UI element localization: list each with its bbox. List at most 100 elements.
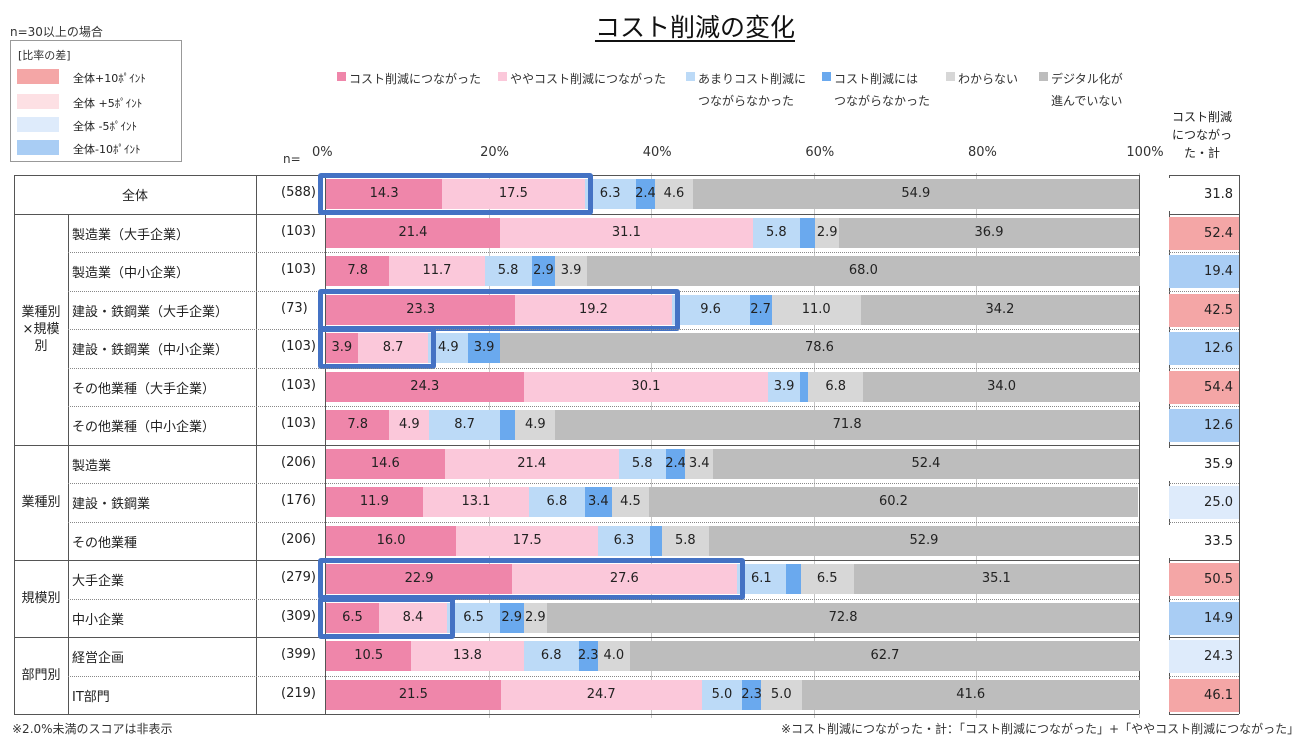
summary-left-border <box>1169 174 1170 714</box>
bar-segment <box>584 487 613 518</box>
bar-value-label: 5.8 <box>497 263 519 279</box>
summary-group-separator <box>1169 213 1239 215</box>
bar-segment <box>326 217 500 248</box>
bar-segment <box>786 564 801 595</box>
series-legend-label: あまりコスト削減に つながらなかった <box>698 68 806 112</box>
series-legend-swatch <box>946 72 955 81</box>
bar-segment <box>555 256 587 287</box>
row-label: その他業種（中小企業） <box>72 420 216 436</box>
bar-value-label: 2.9 <box>501 609 523 625</box>
series-legend-line: あまりコスト削減に <box>698 72 807 86</box>
bar-value-label: 13.1 <box>461 494 491 510</box>
row-separator <box>68 521 1139 523</box>
bar-value-label: 5.8 <box>766 224 787 240</box>
summary-row-separator <box>1169 406 1239 407</box>
bar-segment <box>665 448 686 479</box>
bar-value-label: 3.9 <box>473 340 495 356</box>
summary-value: 19.4 <box>1169 255 1239 288</box>
bar-value-label: 3.4 <box>588 494 609 510</box>
bar-value-label: 19.2 <box>578 301 608 317</box>
summary-value: 46.1 <box>1169 678 1239 712</box>
bar-value-label: 2.9 <box>533 263 554 279</box>
summary-row-separator <box>1169 521 1239 523</box>
bar-value-label: 8.7 <box>382 340 404 356</box>
bar-value-label: 3.4 <box>688 455 710 471</box>
table-right-border <box>1139 174 1140 714</box>
bar-segment <box>389 410 430 441</box>
bar-value-label: 21.4 <box>398 224 428 240</box>
summary-top-border <box>1169 174 1239 176</box>
bar-segment <box>515 410 556 441</box>
bar-segment <box>597 641 631 672</box>
series-legend-line: つながらなかった <box>834 94 931 108</box>
bar-segment <box>326 294 516 325</box>
sample-size-note: n=30以上の場合 <box>10 25 103 39</box>
bar-value-label: 36.9 <box>974 224 1004 240</box>
row-n: (399) <box>281 647 316 663</box>
series-legend-label: デジタル化が 進んでいない <box>1051 68 1123 112</box>
group-label-line: 業種別 <box>21 304 61 320</box>
bar-value-label: 2.9 <box>816 224 838 240</box>
bar-value-label: 2.3 <box>741 686 762 702</box>
summary-value: 14.9 <box>1169 601 1239 635</box>
bar-segment <box>447 602 500 633</box>
chart-title: コスト削減の変化 <box>594 13 795 42</box>
bar-segment <box>712 448 1139 479</box>
bar-segment <box>630 641 1140 672</box>
summary-value: 31.8 <box>1169 178 1239 211</box>
bar-segment <box>512 564 737 595</box>
summary-value: 42.5 <box>1169 293 1239 327</box>
bar-value-label: 6.1 <box>751 571 772 587</box>
bar-segment <box>326 448 445 479</box>
bar-segment <box>357 333 429 364</box>
row-label: 製造業（中小企業） <box>72 266 190 282</box>
bar-value-label: 6.5 <box>463 609 484 625</box>
group-label: 業種別 <box>14 494 68 511</box>
bar-value-label: 72.8 <box>828 609 858 625</box>
summary-value: 35.9 <box>1169 447 1239 481</box>
bar-segment <box>648 487 1139 518</box>
bar-value-label: 5.8 <box>674 532 696 548</box>
legend-label-plus5: 全体 +5ﾎﾟｲﾝﾄ <box>73 97 143 110</box>
row-n: (206) <box>281 531 316 547</box>
bar-value-label: 52.9 <box>909 532 939 548</box>
summary-row-separator <box>1169 290 1239 292</box>
bar-value-label: 23.3 <box>406 301 436 317</box>
series-legend-swatch <box>822 72 831 81</box>
group-label-line: 部門別 <box>21 668 61 683</box>
bar-segment <box>326 371 524 402</box>
summary-header-line: コスト削減 <box>1171 110 1232 124</box>
series-legend-label: コスト削減につながった <box>349 68 481 90</box>
bar-value-label: 41.6 <box>956 686 986 702</box>
bar-value-label: 3.9 <box>331 340 353 356</box>
bar-value-label: 24.7 <box>586 686 616 702</box>
group-label: 業種別 ×規模別 <box>14 304 68 355</box>
legend-label-minus10: 全体-10ﾎﾟｲﾝﾄ <box>73 143 141 156</box>
bar-segment <box>515 294 672 325</box>
row-n: (103) <box>281 339 316 355</box>
summary-row-separator <box>1169 598 1239 600</box>
summary-column-header: コスト削減 につながっ た・計 <box>1162 108 1242 162</box>
bar-segment <box>326 564 513 595</box>
row-n: (279) <box>281 570 316 586</box>
summary-bottom-border <box>1169 714 1239 715</box>
bar-value-label: 30.1 <box>631 378 661 394</box>
legend-swatch-plus5 <box>17 94 59 109</box>
bar-segment <box>815 217 839 248</box>
x-tick-label: 60% <box>805 145 835 160</box>
series-legend-label: コスト削減には つながらなかった <box>834 68 930 112</box>
group-separator <box>14 444 1139 446</box>
x-gridline <box>651 173 653 718</box>
bar-value-label: 31.1 <box>611 224 641 240</box>
bar-value-label: 24.3 <box>410 378 440 394</box>
series-legend-line: デジタル化が <box>1051 72 1123 86</box>
bar-segment <box>422 487 530 518</box>
bar-segment <box>444 448 619 479</box>
bar-segment <box>768 371 800 402</box>
bar-segment <box>685 448 713 479</box>
bar-segment <box>612 487 649 518</box>
group-label-line: 規模別 <box>21 591 61 606</box>
bar-segment <box>326 641 412 672</box>
bar-value-label: 3.9 <box>560 263 582 279</box>
row-n: (103) <box>281 377 316 393</box>
